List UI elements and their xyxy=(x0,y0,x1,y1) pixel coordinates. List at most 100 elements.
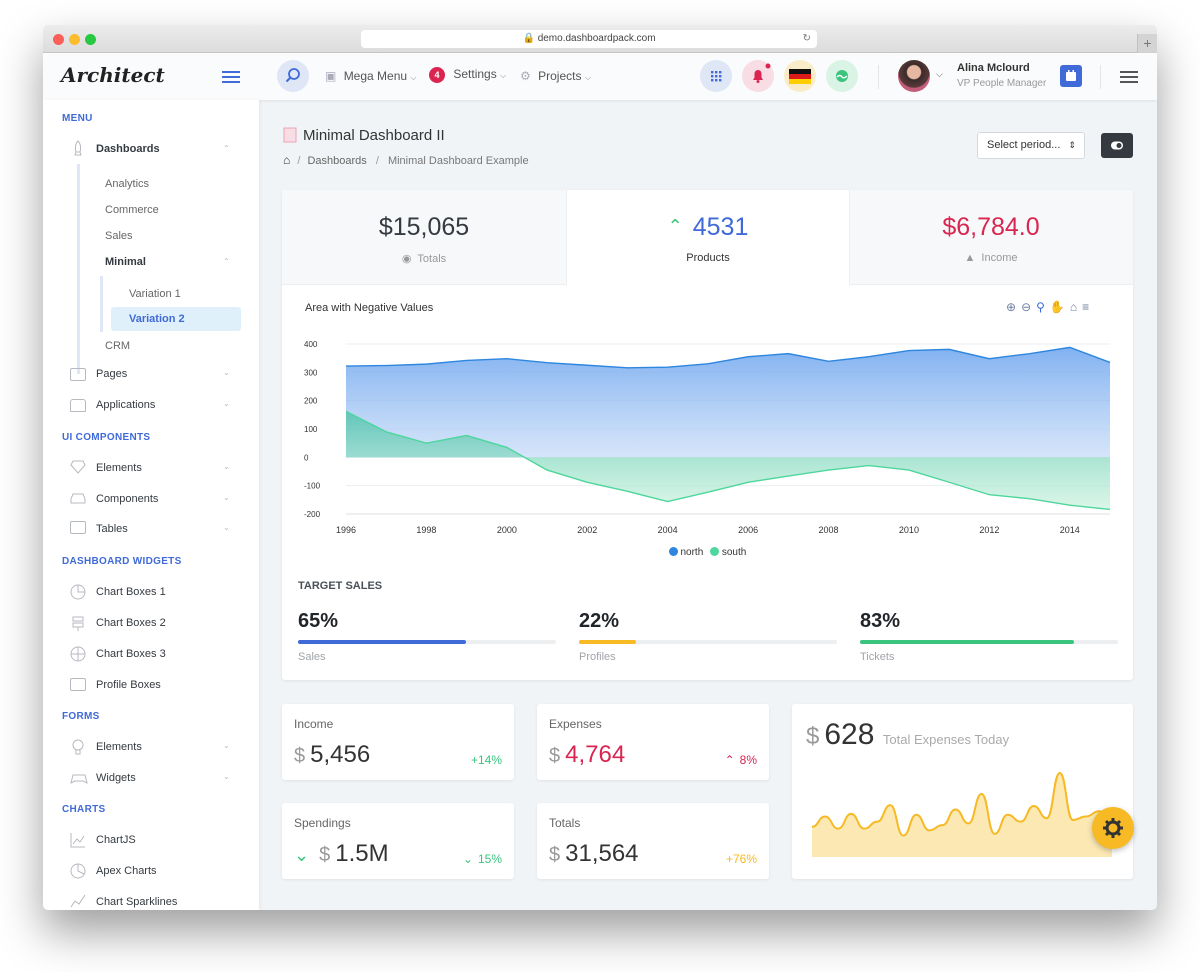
home-icon[interactable]: ⌂ xyxy=(283,153,291,167)
y-tick-label: 100 xyxy=(304,425,318,434)
gift-icon: ▣ xyxy=(325,69,337,83)
car-icon xyxy=(70,493,86,504)
sidebar-item-analytics[interactable]: Analytics xyxy=(105,178,150,190)
mega-menu-label: Mega Menu xyxy=(343,69,408,83)
legend-item-south[interactable]: south xyxy=(710,547,746,558)
y-tick-label: -200 xyxy=(304,510,321,519)
progress-fill xyxy=(298,640,466,644)
sidebar-toggle-icon[interactable] xyxy=(222,71,240,83)
sidebar-item-label: Components xyxy=(96,493,159,505)
area-chart: 400 300 200 100 0 -100 -200 1996 1998 2000 2002 200… xyxy=(304,340,1111,535)
projects-label: Projects xyxy=(538,69,582,83)
caret-up-icon: ⌃ xyxy=(724,753,735,767)
sidebar-item-label: Variation 2 xyxy=(129,313,185,325)
chevron-down-icon: ⌵ xyxy=(584,73,591,82)
chevron-down-icon: ⌄ xyxy=(223,741,230,750)
series-area-south xyxy=(346,411,1110,510)
sidebar-item-commerce[interactable]: Commerce xyxy=(105,204,159,216)
sidebar-item-label: Widgets xyxy=(96,772,136,784)
address-bar[interactable]: 🔒 demo.dashboardpack.com ↻ xyxy=(361,30,817,48)
expense-value: $628 Total Expenses Today xyxy=(806,718,1009,752)
x-tick-label: 2002 xyxy=(577,525,597,535)
kpi-value: ⌃ 4531 xyxy=(566,213,850,242)
new-tab-button[interactable]: + xyxy=(1137,34,1157,53)
sidebar-item-variation-2[interactable]: Variation 2 xyxy=(111,307,241,331)
breadcrumb-item: Minimal Dashboard Example xyxy=(387,155,529,167)
pie-chart-icon xyxy=(70,584,86,600)
apps-grid-button[interactable] xyxy=(700,60,732,92)
menu-icon[interactable]: ≡ xyxy=(1082,300,1095,314)
y-tick-label: 200 xyxy=(304,397,318,406)
activity-button[interactable] xyxy=(826,60,858,92)
sidebar-item-sales[interactable]: Sales xyxy=(105,230,133,242)
submenu-indicator xyxy=(77,164,80,374)
legend-marker xyxy=(668,547,678,556)
y-tick-label: 300 xyxy=(304,368,318,377)
reload-icon[interactable]: ↻ xyxy=(802,33,811,44)
lock-icon: 🔒 xyxy=(522,33,535,44)
sidebar-item-label: Elements xyxy=(96,462,142,474)
magnifier-icon[interactable]: ⚲ xyxy=(1036,300,1050,314)
projects-nav[interactable]: ⚙ Projects ⌵ xyxy=(520,69,591,83)
legend-item-north[interactable]: north xyxy=(668,547,703,558)
widget-expenses: Expenses $4,764 ⌃ 8% xyxy=(537,704,769,780)
user-avatar[interactable] xyxy=(898,60,930,92)
chart-toolbar: ⊕⊖⚲✋⌂≡ xyxy=(1006,300,1094,314)
chart-legend: north south xyxy=(282,547,1133,558)
minimize-window-button[interactable] xyxy=(69,34,80,45)
display-icon xyxy=(70,521,86,534)
comment-icon: ◉ xyxy=(401,253,412,265)
box-icon xyxy=(70,399,86,412)
app-header: Architect ▣ Mega Menu ⌵ 4 Settings ⌵ ⚙ P… xyxy=(43,53,1157,100)
widget-value: $5,456 xyxy=(294,741,370,769)
sidebar-item-minimal[interactable]: Minimal xyxy=(105,256,146,268)
home-icon[interactable]: ⌂ xyxy=(1069,300,1083,314)
search-button[interactable] xyxy=(277,60,309,92)
language-button[interactable] xyxy=(784,60,816,92)
settings-fab[interactable] xyxy=(1092,807,1134,849)
expense-currency: $ xyxy=(806,723,820,750)
x-tick-label: 1998 xyxy=(416,525,436,535)
rocket-icon xyxy=(74,140,82,156)
target-sales-title: TARGET SALES xyxy=(298,580,383,592)
period-select-value: Select period... xyxy=(987,139,1061,151)
notifications-button[interactable] xyxy=(742,60,774,92)
expense-sparkline xyxy=(812,771,1112,857)
app-logo[interactable]: Architect xyxy=(61,63,165,87)
breadcrumb-item[interactable]: Dashboards xyxy=(307,155,367,167)
sidebar-item-label: Elements xyxy=(96,741,142,753)
pie-chart-icon xyxy=(70,863,86,879)
widget-label: Income xyxy=(294,717,334,731)
main-content: Minimal Dashboard II ⌂ / Dashboards / Mi… xyxy=(259,100,1157,910)
sidebar-item-variation-1[interactable]: Variation 1 xyxy=(129,288,181,300)
sidebar-item-crm[interactable]: CRM xyxy=(105,340,131,352)
close-window-button[interactable] xyxy=(53,34,64,45)
sidebar-item-label: Chart Boxes 2 xyxy=(96,617,166,629)
target-label: Sales xyxy=(298,651,326,663)
target-value: 22% xyxy=(579,610,620,632)
settings-nav[interactable]: 4 Settings ⌵ xyxy=(429,67,506,83)
browser-icon xyxy=(70,368,86,381)
chevron-down-icon[interactable]: ⌵ xyxy=(936,69,943,79)
calendar-button[interactable] xyxy=(1060,65,1082,87)
id-card-icon xyxy=(70,678,86,691)
widget-totals: Totals $31,564 +76% xyxy=(537,803,769,879)
x-tick-label: 1996 xyxy=(336,525,356,535)
pan-hand-icon[interactable]: ✋ xyxy=(1049,300,1070,314)
mega-menu-nav[interactable]: ▣ Mega Menu ⌵ xyxy=(325,69,416,83)
sidebar-heading-dashboard-widgets: DASHBOARD WIDGETS xyxy=(62,556,182,567)
target-value: 65% xyxy=(298,610,339,632)
diamond-icon xyxy=(70,460,86,474)
chevron-down-icon: ⌄ xyxy=(294,845,310,865)
menu-icon[interactable] xyxy=(1120,71,1138,83)
x-tick-label: 2000 xyxy=(497,525,517,535)
widget-currency: $ xyxy=(319,844,331,866)
toggle-button[interactable] xyxy=(1101,133,1133,158)
widget-value-text: 31,564 xyxy=(565,840,639,867)
sidebar-item-label: Tables xyxy=(96,523,128,535)
maximize-window-button[interactable] xyxy=(85,34,96,45)
zoom-out-icon[interactable]: ⊖ xyxy=(1021,300,1037,314)
sidebar-item-label: Chart Boxes 1 xyxy=(96,586,166,598)
period-select[interactable]: Select period... ⇕ xyxy=(977,132,1085,159)
zoom-in-icon[interactable]: ⊕ xyxy=(1006,300,1022,314)
